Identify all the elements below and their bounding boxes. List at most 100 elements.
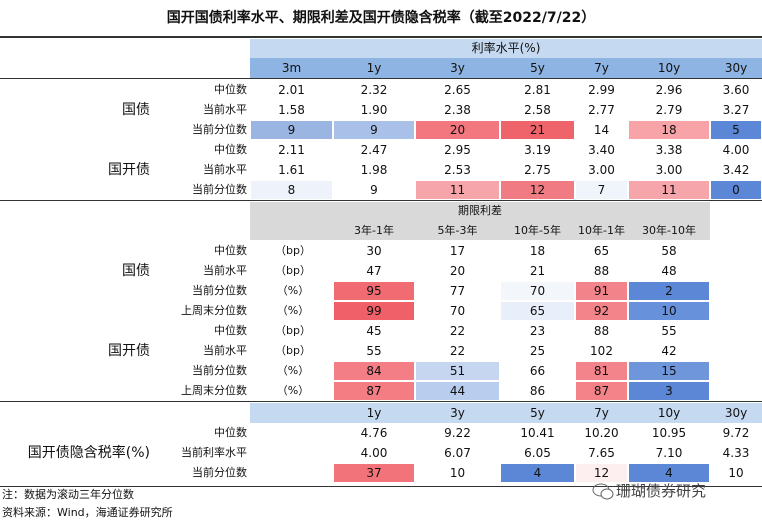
cell: 1.98	[360, 163, 388, 177]
cell: 86	[529, 384, 546, 398]
cell: 58	[661, 244, 677, 258]
cell: 11	[449, 183, 466, 197]
cell: 6.07	[444, 446, 471, 460]
cell: 4.00	[360, 446, 388, 460]
cell: 7	[597, 183, 606, 197]
cell: 9	[370, 183, 378, 197]
cell: 44	[449, 384, 466, 398]
cell: 10.41	[520, 426, 555, 440]
cell: 55	[366, 344, 382, 358]
unit: （bp）	[275, 344, 311, 357]
row-label: 中位数	[214, 244, 247, 257]
cell: 7.65	[588, 446, 615, 460]
heat-cell	[629, 282, 709, 300]
cell: 9	[287, 123, 296, 137]
cell: 45	[366, 324, 382, 338]
column-header: 10年-1年	[578, 224, 625, 237]
row-label: 当前利率水平	[181, 446, 247, 459]
cell: 2.95	[444, 143, 471, 157]
cell: 55	[661, 324, 677, 338]
cell: 20	[449, 264, 466, 278]
cell: 2.38	[444, 103, 471, 117]
cell: 2.96	[655, 83, 683, 97]
cell: 3.00	[655, 163, 683, 177]
cell: 10	[449, 466, 466, 480]
cell: 51	[449, 364, 466, 378]
header-bg	[250, 202, 710, 240]
heat-cell	[334, 302, 414, 320]
heat-cell	[501, 121, 574, 139]
header-bg	[250, 58, 762, 78]
cell: 92	[593, 304, 610, 318]
column-header: 3y	[450, 61, 465, 75]
cell: 2.65	[444, 83, 471, 97]
heat-cell	[501, 302, 574, 320]
column-header: 7y	[594, 61, 609, 75]
heat-cell	[576, 362, 627, 380]
cell: 88	[593, 264, 610, 278]
column-header: 5年-3年	[437, 224, 478, 237]
group-label: 国开债隐含税率(%)	[27, 445, 150, 461]
cell: 91	[593, 284, 610, 298]
wechat-icon	[592, 483, 614, 500]
cell: 14	[593, 123, 610, 137]
cell: 47	[366, 264, 382, 278]
unit: （bp）	[275, 264, 311, 277]
cell: 84	[366, 364, 382, 378]
header-bg	[250, 403, 762, 423]
cell: 2.11	[278, 143, 305, 157]
heat-cell	[576, 181, 627, 199]
heat-cell	[501, 181, 574, 199]
cell: 3.19	[524, 143, 551, 157]
cell: 48	[661, 264, 677, 278]
row-label: 中位数	[214, 143, 247, 156]
cell: 25	[529, 344, 546, 358]
column-header: 1y	[366, 406, 382, 420]
cell: 2.79	[655, 103, 683, 117]
header: 利率水平(%)	[471, 41, 541, 55]
cell: 42	[661, 344, 677, 358]
heat-cell	[711, 181, 761, 199]
heat-cell	[576, 302, 627, 320]
cell: 65	[529, 304, 546, 318]
column-header: 3年-1年	[354, 224, 394, 237]
cell: 1.90	[360, 103, 388, 117]
heat-cell	[629, 302, 709, 320]
row-label: 当前分位数	[192, 364, 247, 377]
heat-cell	[251, 181, 332, 199]
column-header: 10y	[657, 61, 681, 75]
rule	[0, 36, 762, 38]
cell: 6.05	[524, 446, 551, 460]
cell: 2.47	[360, 143, 388, 157]
cell: 3.00	[588, 163, 615, 177]
cell: 65	[593, 244, 610, 258]
row-label: 中位数	[214, 426, 247, 439]
cell: 4.00	[722, 143, 750, 157]
cell: 10	[728, 466, 744, 480]
cell: 10	[661, 304, 677, 318]
cell: 23	[529, 324, 546, 338]
cell: 77	[449, 284, 466, 298]
cell: 7.10	[655, 446, 683, 460]
row-label: 当前分位数	[192, 466, 247, 479]
heat-cell	[629, 464, 709, 482]
heat-cell	[629, 362, 709, 380]
column-header: 10y	[657, 406, 681, 420]
cell: 0	[732, 183, 740, 197]
cell: 3	[665, 384, 673, 398]
cell: 15	[661, 364, 677, 378]
cell: 30	[366, 244, 382, 258]
cell: 10.20	[584, 426, 619, 440]
cell: 66	[529, 364, 546, 378]
header-bg	[250, 39, 762, 58]
cell: 21	[529, 264, 546, 278]
cell: 12	[529, 183, 546, 197]
cell: 4	[533, 466, 542, 480]
cell: 2.32	[360, 83, 388, 97]
rule	[0, 78, 762, 79]
cell: 3.40	[588, 143, 615, 157]
note: 注：数据为滚动三年分位数	[2, 488, 134, 501]
cell: 10.95	[651, 426, 687, 440]
row-label: 当前分位数	[192, 284, 247, 297]
